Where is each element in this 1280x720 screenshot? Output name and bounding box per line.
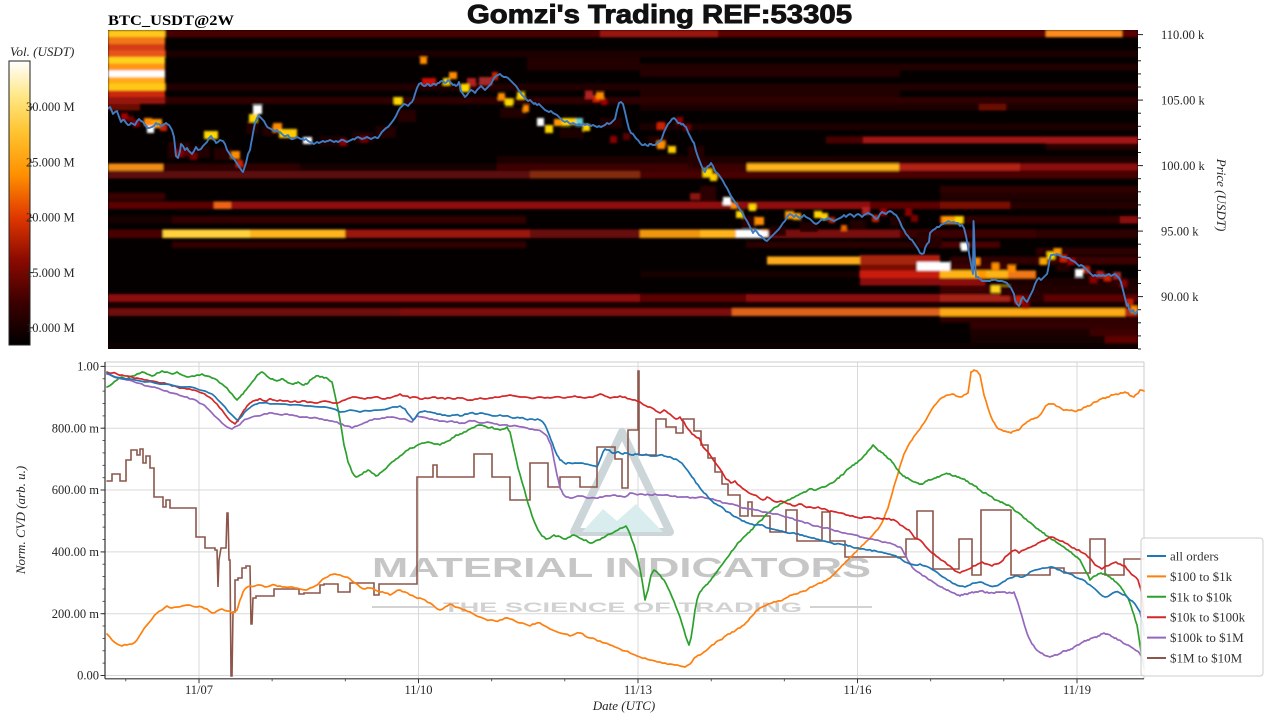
svg-text:0.00: 0.00 <box>77 669 99 683</box>
svg-text:$100k to $1M: $100k to $1M <box>1170 630 1244 645</box>
svg-text:20.000 M: 20.000 M <box>26 211 75 225</box>
svg-text:800.00 m: 800.00 m <box>52 421 100 435</box>
svg-text:Norm. CVD (arb. u.): Norm. CVD (arb. u.) <box>13 466 28 575</box>
svg-text:Price (USDT): Price (USDT) <box>1214 158 1229 232</box>
svg-text:105.00 k: 105.00 k <box>1161 93 1206 107</box>
svg-text:Date (UTC): Date (UTC) <box>592 698 655 713</box>
svg-text:all orders: all orders <box>1170 549 1219 564</box>
svg-text:90.00 k: 90.00 k <box>1161 290 1199 304</box>
svg-text:BTC_USDT@2W: BTC_USDT@2W <box>108 13 234 29</box>
svg-text:100.00 k: 100.00 k <box>1161 159 1206 173</box>
svg-text:11/19: 11/19 <box>1063 683 1091 697</box>
svg-text:200.00 m: 200.00 m <box>52 607 100 621</box>
svg-text:11/10: 11/10 <box>404 683 432 697</box>
svg-text:400.00 m: 400.00 m <box>52 545 100 559</box>
svg-text:1.00: 1.00 <box>77 360 99 374</box>
svg-text:THE SCIENCE OF TRADING: THE SCIENCE OF TRADING <box>443 599 802 615</box>
svg-text:11/13: 11/13 <box>624 683 652 697</box>
svg-text:10.000 M: 10.000 M <box>26 321 75 335</box>
svg-text:MATERIAL INDICATORS: MATERIAL INDICATORS <box>372 552 871 583</box>
svg-text:Gomzi's Trading REF:53305: Gomzi's Trading REF:53305 <box>467 0 852 29</box>
svg-text:25.000 M: 25.000 M <box>26 155 75 169</box>
svg-text:$10k to $100k: $10k to $100k <box>1170 610 1246 625</box>
svg-text:600.00 m: 600.00 m <box>52 483 100 497</box>
svg-text:30.000 M: 30.000 M <box>26 100 75 114</box>
svg-text:11/07: 11/07 <box>185 683 213 697</box>
svg-text:$1k to $10k: $1k to $10k <box>1170 589 1233 604</box>
svg-text:$100 to $1k: $100 to $1k <box>1170 569 1233 584</box>
svg-text:15.000 M: 15.000 M <box>26 266 75 280</box>
svg-text:110.00 k: 110.00 k <box>1161 28 1205 42</box>
svg-text:95.00 k: 95.00 k <box>1161 224 1199 238</box>
svg-text:11/16: 11/16 <box>843 683 871 697</box>
svg-text:$1M to $10M: $1M to $10M <box>1170 651 1243 666</box>
svg-text:Vol. (USDT): Vol. (USDT) <box>10 44 74 59</box>
